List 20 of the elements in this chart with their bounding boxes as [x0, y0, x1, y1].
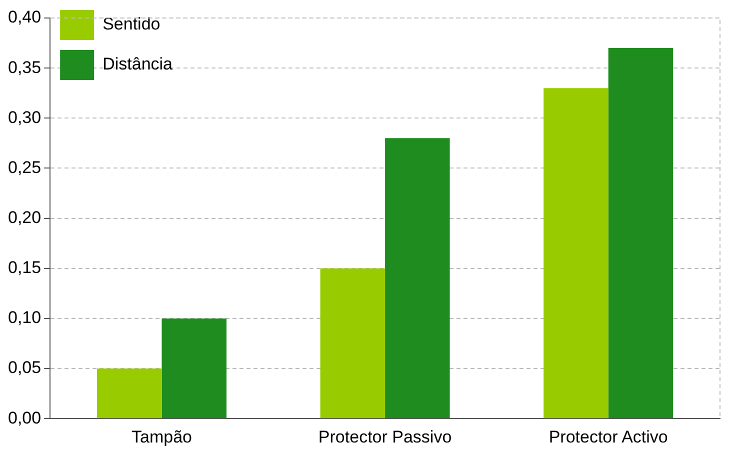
y-tick-label: 0,05 [8, 358, 42, 378]
x-tick-label: Tampão [131, 427, 192, 446]
legend-label: Sentido [102, 14, 160, 34]
x-tick-label: Protector Activo [548, 427, 668, 446]
bar [162, 318, 226, 418]
y-tick-label: 0,20 [8, 208, 42, 227]
bar [608, 48, 674, 418]
y-tick-label: 0,15 [8, 258, 42, 278]
x-tick-label: Protector Passivo [318, 427, 452, 446]
bar [320, 268, 386, 418]
bar [385, 138, 450, 418]
y-tick-label: 0,10 [8, 308, 42, 328]
y-tick-label: 0,25 [8, 158, 42, 177]
bar [544, 88, 608, 418]
y-tick-label: 0,35 [8, 58, 42, 77]
bar [96, 368, 162, 418]
y-tick-label: 0,40 [8, 8, 42, 27]
legend-label: Distância [102, 54, 174, 74]
y-tick-label: 0,00 [8, 408, 42, 428]
y-tick-label: 0,30 [8, 108, 42, 127]
